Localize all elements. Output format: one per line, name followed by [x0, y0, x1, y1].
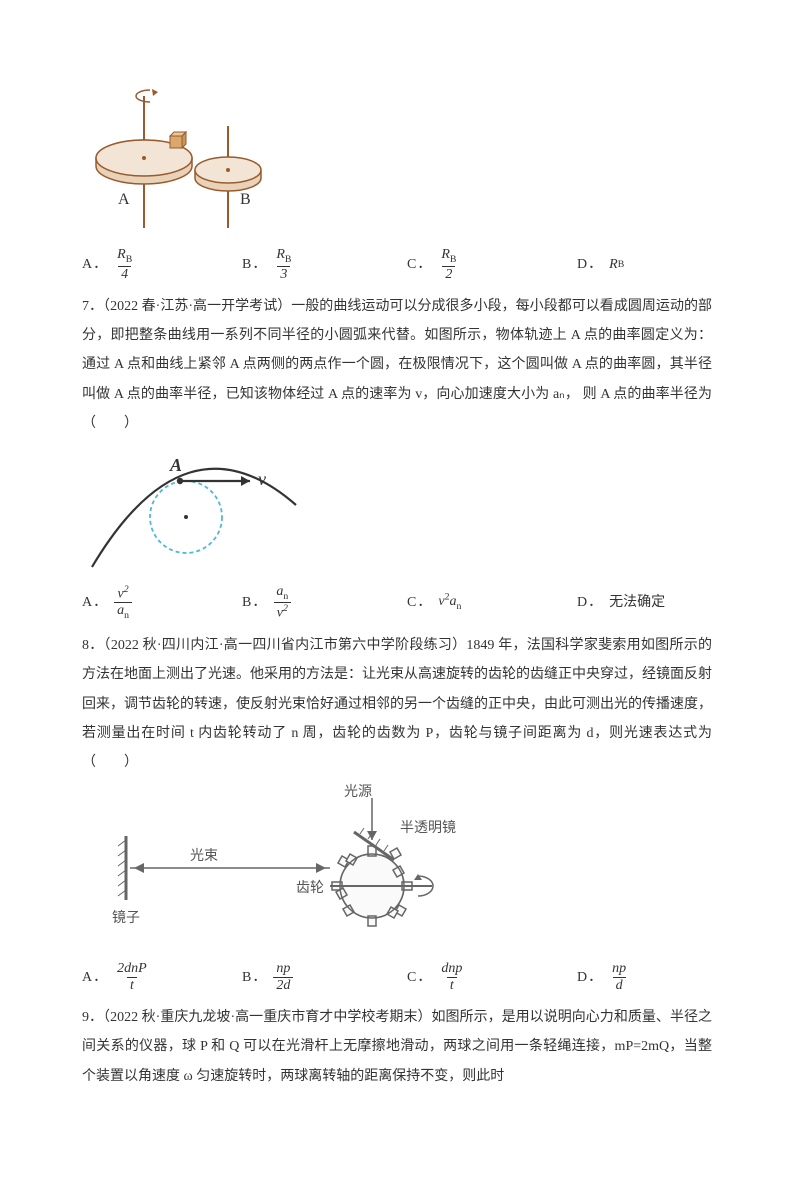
disk-a-center — [142, 156, 146, 160]
q6-opt-a: A． RB 4 — [82, 248, 242, 282]
fizeau-svg: 镜子 光束 齿轮 — [82, 782, 512, 952]
q6-options: A． RB 4 B． RB 3 C． RB 2 D． RB — [82, 248, 712, 282]
q7-opt-b: B． an v2 — [242, 585, 407, 621]
q8-text: 8．（2022 秋·四川内江·高一四川省内江市第六中学阶段练习）1849 年，法… — [82, 631, 712, 778]
q7-opt-a: A． v2 an — [82, 585, 242, 621]
q7-text: 7．（2022 春·江苏·高一开学考试）一般的曲线运动可以分成很多小段，每小段都… — [82, 292, 712, 439]
velocity-arrowhead — [241, 476, 250, 486]
q8-opt-b: B． np 2d — [242, 962, 407, 993]
semi-mirror-label: 半透明镜 — [400, 820, 456, 836]
frac-an-v2: an v2 — [273, 585, 291, 621]
curvature-svg: A v — [78, 445, 308, 575]
mirror-label: 镜子 — [112, 910, 140, 926]
circle-center — [184, 515, 188, 519]
q7-opt-c: C． v2an — [407, 585, 577, 621]
q8-opt-c: C． dnp t — [407, 962, 577, 993]
frac-np-2d: np 2d — [273, 962, 293, 993]
frac-2dnp-t: 2dnP t — [114, 962, 150, 993]
q6-opt-b: B． RB 3 — [242, 248, 407, 282]
disk-b-center — [226, 168, 230, 172]
q7-opt-d: D． 无法确定 — [577, 585, 707, 621]
q8-opt-a: A． 2dnP t — [82, 962, 242, 993]
beam-arrow-right — [316, 863, 326, 873]
frac-rb4: RB 4 — [114, 248, 135, 282]
frac-v2-an: v2 an — [114, 585, 132, 621]
beam-label: 光束 — [190, 848, 218, 864]
frac-rb3: RB 3 — [273, 248, 294, 282]
q6-opt-c: C． RB 2 — [407, 248, 577, 282]
figure-fizeau: 镜子 光束 齿轮 — [82, 782, 712, 952]
point-a-label: A — [169, 455, 182, 475]
velocity-label: v — [258, 469, 266, 489]
frac-np-d: np d — [609, 962, 629, 993]
figure-curvature: A v — [78, 445, 712, 575]
source-label: 光源 — [344, 784, 372, 800]
q8-opt-d: D． np d — [577, 962, 707, 993]
disks-svg: A B — [82, 78, 282, 238]
rotation-arrowhead — [152, 89, 158, 96]
disk-b-label: B — [240, 191, 251, 208]
cube-block — [170, 132, 186, 148]
q7-options: A． v2 an B． an v2 C． v2an D． 无法确定 — [82, 585, 712, 621]
frac-rb2: RB 2 — [438, 248, 459, 282]
frac-dnp-t: dnp t — [438, 962, 465, 993]
disk-a-label: A — [118, 191, 130, 208]
q8-options: A． 2dnP t B． np 2d C． dnp t D． np d — [82, 962, 712, 993]
figure-disks: A B — [82, 78, 712, 238]
q6-opt-d: D． RB — [577, 248, 707, 282]
gear-label: 齿轮 — [296, 880, 324, 896]
beam-arrow-left — [134, 863, 144, 873]
q9-text: 9．（2022 秋·重庆九龙坡·高一重庆市育才中学校考期末）如图所示，是用以说明… — [82, 1003, 712, 1091]
